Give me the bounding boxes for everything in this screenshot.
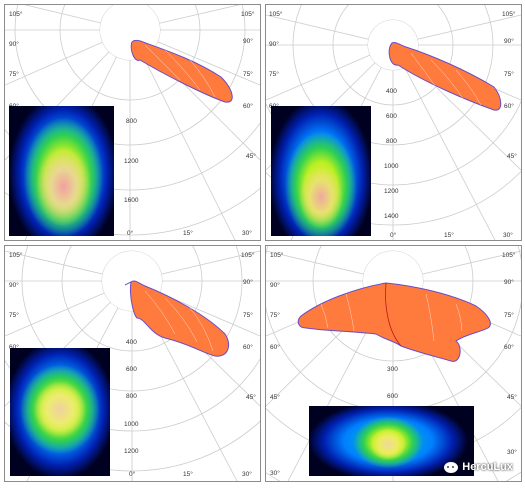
angle-label: 90° [9, 40, 19, 48]
polar-grid-3: 105° 90° 75° 60° 105° 90° 75° 60° 45° 40… [5, 246, 260, 481]
watermark: HercuLux [444, 461, 513, 473]
radial-label: 1200 [384, 188, 399, 195]
radial-label: 300 [387, 366, 398, 373]
polar-panel-3: 105° 90° 75° 60° 105° 90° 75° 60° 45° 40… [4, 245, 261, 482]
angle-label: 45° [507, 393, 517, 401]
angle-label: 90° [243, 278, 253, 286]
radial-label: 1000 [384, 163, 399, 170]
intensity-lobe [388, 42, 502, 111]
angle-label: 90° [243, 37, 253, 45]
angle-label: 90° [504, 278, 514, 286]
bottom-label: 0° [390, 231, 397, 239]
angle-label: 60° [504, 102, 514, 110]
radial-label: 600 [126, 366, 137, 373]
angle-label: 75° [504, 70, 514, 78]
radial-label: 1200 [124, 158, 139, 165]
bottom-label: 30° [242, 229, 252, 237]
angle-label: 105° [502, 251, 516, 259]
angle-label: 105° [270, 251, 284, 259]
angle-label: 75° [269, 70, 279, 78]
angle-label: 30° [270, 469, 280, 477]
polar-panel-4: 105° 90° 75° 60° 45° 30° 105° 90° 75° 60… [265, 245, 522, 482]
angle-label: 90° [270, 281, 280, 289]
angle-label: 60° [243, 343, 253, 351]
intensity-lobe [124, 280, 230, 357]
radial-label: 1000 [124, 421, 139, 428]
bottom-label: 30° [242, 470, 252, 478]
angle-label: 105° [502, 10, 516, 18]
radial-label: 1600 [124, 197, 139, 204]
bottom-label: 15° [183, 229, 193, 237]
angle-label: 90° [504, 37, 514, 45]
radial-label: 800 [386, 138, 397, 145]
radial-label: 400 [386, 88, 397, 95]
bottom-label: 15° [183, 470, 193, 478]
luminance-heatmap-2 [271, 106, 371, 236]
angle-label: 45° [246, 393, 256, 401]
angle-label: 90° [269, 40, 279, 48]
angle-label: 105° [9, 10, 23, 18]
angle-label: 75° [504, 311, 514, 319]
radial-label: 1400 [384, 213, 399, 220]
angle-label: 60° [243, 102, 253, 110]
angle-label: 105° [241, 251, 255, 259]
radial-label: 800 [126, 393, 137, 400]
angle-label: 75° [9, 70, 19, 78]
radial-label: 1200 [124, 448, 139, 455]
bottom-label: 0° [127, 229, 134, 237]
angle-label: 60° [504, 343, 514, 351]
wechat-icon [444, 461, 459, 473]
radial-label: 600 [387, 393, 398, 400]
watermark-text: HercuLux [462, 461, 513, 473]
angle-label: 60° [9, 343, 19, 351]
radial-label: 600 [386, 113, 397, 120]
angle-label: 75° [9, 311, 19, 319]
angle-label: 90° [9, 281, 19, 289]
angle-label: 60° [270, 343, 280, 351]
angle-label: 45° [270, 393, 280, 401]
bottom-label: 0° [129, 470, 136, 478]
angle-label: 75° [243, 70, 253, 78]
polar-panel-1: 105° 90° 75° 60° 105° 90° 75° 60° 45° 80… [4, 4, 261, 241]
polar-grid-1: 105° 90° 75° 60° 105° 90° 75° 60° 45° 80… [5, 5, 260, 240]
luminance-heatmap-3 [10, 348, 110, 476]
intensity-lobe [130, 40, 233, 103]
angle-label: 105° [9, 251, 23, 259]
angle-label: 30° [507, 448, 517, 456]
polar-grid-2: 105° 90° 75° 60° 105° 90° 75° 60° 45° 40… [266, 5, 521, 240]
angle-label: 45° [507, 152, 517, 160]
angle-label: 45° [246, 152, 256, 160]
angle-label: 75° [243, 311, 253, 319]
polar-panel-2: 105° 90° 75° 60° 105° 90° 75° 60° 45° 40… [265, 4, 522, 241]
angle-label: 75° [270, 311, 280, 319]
angle-label: 105° [241, 10, 255, 18]
radial-label: 800 [126, 118, 137, 125]
bottom-label: 30° [503, 231, 513, 239]
angle-label: 105° [269, 10, 283, 18]
luminance-heatmap-1 [9, 106, 114, 236]
radial-label: 400 [126, 339, 137, 346]
intensity-lobe [297, 282, 491, 362]
bottom-label: 15° [444, 231, 454, 239]
